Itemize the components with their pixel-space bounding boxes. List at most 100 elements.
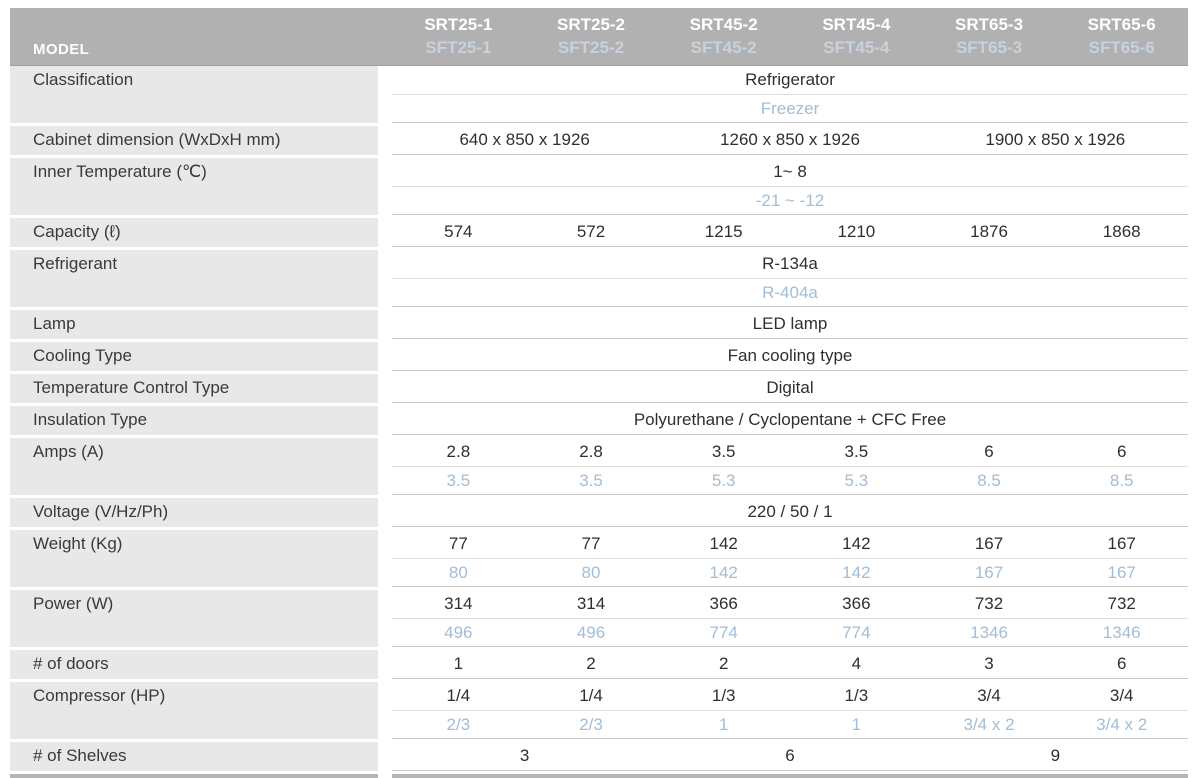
sft-model-name: SFT65-3 (955, 37, 1023, 57)
spec-values: Digital (392, 374, 1188, 403)
spec-value: 1~ 8 (773, 162, 807, 181)
spec-label: Cabinet dimension (WxDxH mm) (10, 126, 378, 155)
spec-values: 640 x 850 x 1926 1260 x 850 x 1926 1900 x … (392, 126, 1188, 155)
spec-subrow-dark: LED lamp (392, 310, 1188, 338)
spec-value: 3 (519, 746, 530, 765)
spec-values: LED lamp (392, 310, 1188, 339)
sft-model-name: SFT45-4 (823, 37, 890, 57)
spec-value: 9 (1050, 746, 1061, 765)
spec-label: Insulation Type (10, 406, 378, 435)
spec-row-power-w: Power (W) 314 314 366 366 732 732 496 496 774 774 1… (10, 590, 1188, 647)
spec-label-text: # of doors (33, 654, 109, 673)
spec-label: Temperature Control Type (10, 374, 378, 403)
bottom-rule-label-segment (10, 774, 378, 778)
spec-value: Digital (766, 378, 814, 397)
spec-values: 3 6 9 (392, 742, 1188, 771)
spec-subrow-dark: 1 2 2 4 3 6 (392, 650, 1188, 678)
spec-subrow-blue: 2/3 2/3 1 1 3/4 x 2 3/4 x 2 (392, 710, 1188, 738)
sft-model-name: SFT45-2 (690, 37, 757, 57)
spec-value: 1 (851, 714, 862, 734)
spec-value: 3.5 (446, 470, 471, 490)
spec-value: 80 (448, 562, 468, 582)
spec-label: Cooling Type (10, 342, 378, 371)
spec-value: 774 (842, 622, 871, 642)
spec-value: 1/4 (579, 686, 603, 705)
spec-row-of-shelves: # of Shelves 3 6 9 (10, 742, 1188, 771)
spec-label-text: Power (W) (33, 594, 114, 613)
sft-model-name: SFT65-6 (1088, 37, 1155, 57)
spec-label-text: Amps (A) (33, 442, 104, 461)
spec-value: 77 (581, 534, 601, 553)
spec-label-text: Compressor (HP) (33, 686, 166, 705)
spec-value: 3.5 (579, 470, 603, 490)
spec-value: 8.5 (977, 470, 1001, 490)
model-column-header-srt25-2: SRT25-2 SFT25-2 (525, 8, 658, 65)
spec-value: 2/3 (446, 714, 471, 734)
spec-value: 142 (842, 562, 871, 582)
spec-row-classification: Classification Refrigerator Freezer (10, 66, 1188, 123)
spec-label-text: Voltage (V/Hz/Ph) (33, 502, 169, 521)
spec-values: 314 314 366 366 732 732 496 496 774 774 1346 1346 (392, 590, 1188, 647)
spec-label: Voltage (V/Hz/Ph) (10, 498, 378, 527)
spec-values: 2.8 2.8 3.5 3.5 6 6 3.5 3.5 5.3 5.3 8.5 8.5 (392, 438, 1188, 495)
spec-label-text: Inner Temperature (℃) (33, 162, 207, 181)
spec-label: Power (W) (10, 590, 378, 647)
spec-value: 732 (974, 594, 1004, 613)
spec-label-text: Refrigerant (33, 254, 118, 273)
spec-row-cooling-type: Cooling Type Fan cooling type (10, 342, 1188, 371)
spec-value: 1868 (1102, 222, 1141, 241)
spec-values: Fan cooling type (392, 342, 1188, 371)
model-column-header-srt45-4: SRT45-4 SFT45-4 (790, 8, 923, 65)
spec-values: 77 77 142 142 167 167 80 80 142 142 167 167 (392, 530, 1188, 587)
spec-value: 314 (444, 594, 473, 613)
spec-label-text: Capacity (ℓ) (33, 222, 121, 241)
spec-values: Refrigerator Freezer (392, 66, 1188, 123)
model-column-header-srt65-3: SRT65-3 SFT65-3 (923, 8, 1056, 65)
spec-value: 2 (586, 654, 596, 673)
spec-value: 167 (1107, 534, 1136, 553)
spec-values: Polyurethane / Cyclopentane + CFC Free (392, 406, 1188, 435)
spec-value: 167 (1107, 562, 1136, 582)
spec-subrow-dark: R-134a (392, 250, 1188, 278)
spec-value: 6 (984, 442, 994, 461)
spec-subrow-dark: 574 572 1215 1210 1876 1868 (392, 218, 1188, 246)
spec-value: 2/3 (579, 714, 603, 734)
spec-value: 1 (718, 714, 729, 734)
spec-row-refrigerant: Refrigerant R-134a R-404a (10, 250, 1188, 307)
spec-value: 5.3 (844, 470, 869, 490)
spec-value: 314 (576, 594, 606, 613)
spec-label-text: Lamp (33, 314, 76, 333)
srt-model-name: SRT65-3 (955, 14, 1024, 34)
spec-value: 3/4 x 2 (1096, 714, 1148, 734)
spec-value: 220 / 50 / 1 (747, 502, 833, 521)
model-column-header-srt45-2: SRT45-2 SFT45-2 (657, 8, 790, 65)
spec-value: 5.3 (711, 470, 736, 490)
spec-value: 80 (581, 562, 601, 582)
spec-value: -21 ~ -12 (755, 190, 825, 210)
spec-value: 1260 x 850 x 1926 (720, 130, 860, 149)
spec-value: 574 (444, 222, 473, 241)
table-body: Classification Refrigerator Freezer Cabinet… (10, 66, 1188, 771)
spec-values: 1 2 2 4 3 6 (392, 650, 1188, 679)
spec-value: Polyurethane / Cyclopentane + CFC Free (633, 410, 947, 429)
spec-value: 2 (718, 654, 729, 673)
spec-label: Inner Temperature (℃) (10, 158, 378, 215)
spec-subrow-dark: 314 314 366 366 732 732 (392, 590, 1188, 618)
spec-label: Weight (Kg) (10, 530, 378, 587)
spec-value: R-404a (762, 282, 818, 302)
spec-value: 6 (785, 746, 795, 765)
spec-table: MODEL SRT25-1 SFT25-1 SRT25-2 SFT25-2 SRT45-… (10, 8, 1188, 778)
spec-value: 3.5 (844, 442, 869, 461)
spec-label-text: # of Shelves (33, 746, 127, 765)
spec-label-text: Classification (33, 70, 134, 89)
spec-value: 774 (709, 622, 738, 642)
spec-value: 6 (1116, 442, 1127, 461)
spec-value: 1900 x 850 x 1926 (985, 130, 1126, 149)
spec-value: 167 (974, 534, 1004, 553)
spec-subrow-dark: Fan cooling type (392, 342, 1188, 370)
spec-label: # of Shelves (10, 742, 378, 771)
spec-row-lamp: Lamp LED lamp (10, 310, 1188, 339)
spec-label-text: Cabinet dimension (WxDxH mm) (33, 130, 281, 149)
spec-subrow-dark: Digital (392, 374, 1188, 402)
spec-row-temperature-control-type: Temperature Control Type Digital (10, 374, 1188, 403)
